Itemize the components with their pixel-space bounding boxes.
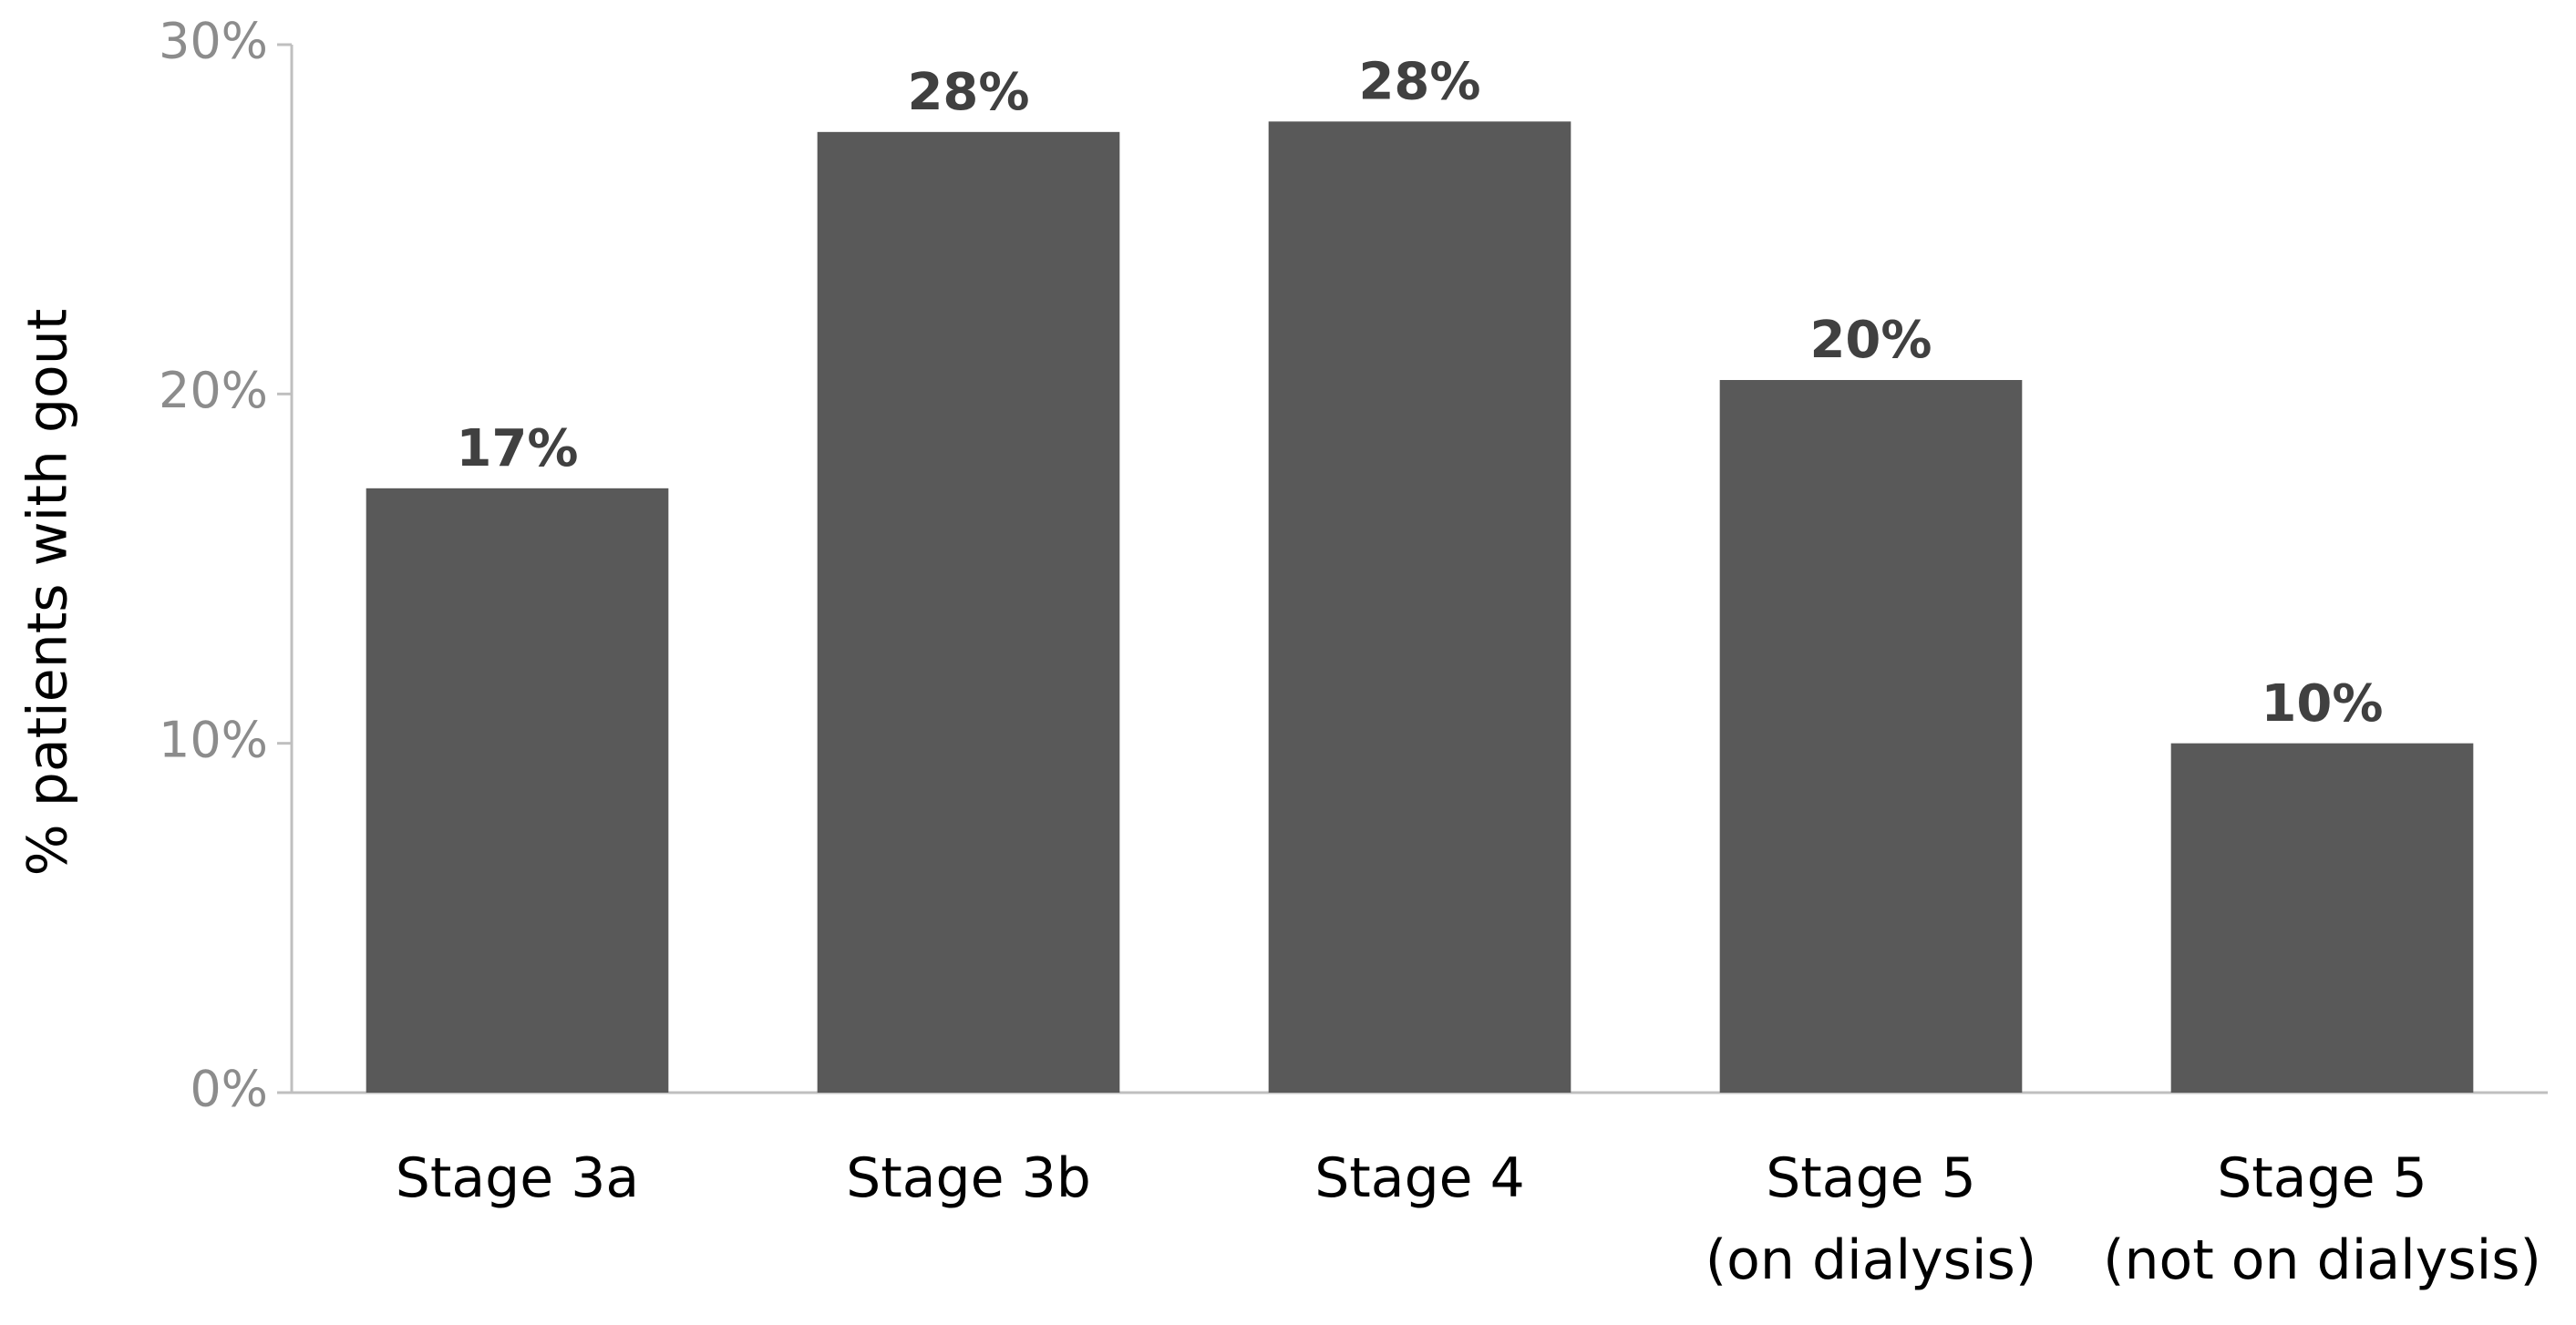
x-tick-label: Stage 3b — [846, 1146, 1091, 1210]
x-tick-label: Stage 4 — [1314, 1146, 1525, 1210]
y-tick-label: 30% — [159, 13, 268, 70]
y-axis-title: % patients with gout — [16, 309, 80, 877]
bar — [366, 488, 669, 1093]
x-tick-label: Stage 5 (on dialysis) — [1705, 1146, 2037, 1292]
data-label: 17% — [456, 419, 578, 478]
y-tick-label: 20% — [159, 362, 268, 419]
bar — [2170, 743, 2474, 1093]
data-label: 28% — [907, 63, 1029, 122]
bar — [1719, 380, 2023, 1093]
x-tick-label: Stage 5 (not on dialysis) — [2103, 1146, 2541, 1292]
data-label: 10% — [2261, 674, 2383, 734]
y-tick-label: 10% — [159, 711, 268, 768]
y-tick-label: 0% — [190, 1061, 268, 1118]
bar — [817, 131, 1120, 1093]
data-label: 20% — [1809, 311, 1932, 370]
x-tick-label: Stage 3a — [396, 1146, 639, 1210]
data-label: 28% — [1358, 52, 1480, 111]
bar — [1268, 121, 1571, 1093]
